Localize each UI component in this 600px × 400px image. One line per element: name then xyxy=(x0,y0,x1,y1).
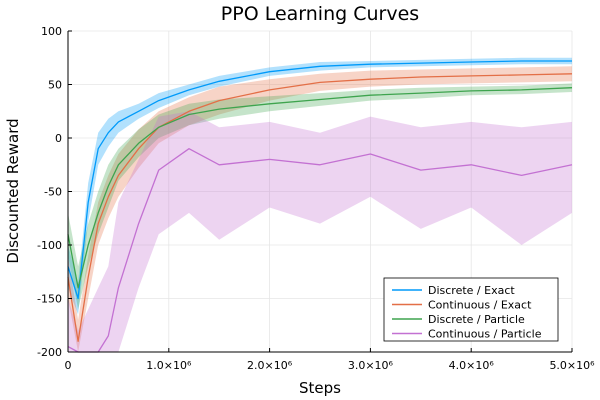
legend-label: Discrete / Exact xyxy=(428,284,515,297)
x-tick-label: 2.0×10⁶ xyxy=(247,359,293,372)
legend-label: Continuous / Particle xyxy=(428,328,542,341)
x-tick-label: 4.0×10⁶ xyxy=(449,359,495,372)
series-line xyxy=(67,87,573,289)
y-tick-label: 50 xyxy=(48,79,62,92)
series-line xyxy=(67,73,573,342)
y-axis-title: Discounted Reward xyxy=(4,118,22,263)
y-tick-label: -200 xyxy=(37,346,62,359)
axes xyxy=(67,30,573,353)
series-line xyxy=(67,60,572,300)
legend: Discrete / Exact Continuous / ExactDiscre… xyxy=(383,277,559,342)
legend-box xyxy=(383,277,559,342)
y-tick-label: -100 xyxy=(37,239,62,252)
legend-label: Continuous / Exact xyxy=(428,299,532,312)
y-tick-label: -50 xyxy=(44,186,62,199)
x-axis-title: Steps xyxy=(299,379,341,397)
x-tick-label: 1.0×10⁶ xyxy=(146,359,192,372)
x-tick-label: 5.0×10⁶ xyxy=(549,359,595,372)
chart-title: PPO Learning Curves xyxy=(221,3,419,25)
series-band xyxy=(68,111,572,352)
grid xyxy=(67,30,573,353)
legend-label: Discrete / Particle xyxy=(428,313,525,326)
y-tick-label: 100 xyxy=(41,25,62,38)
y-tick-label: 0 xyxy=(55,132,62,145)
x-tick-label: 3.0×10⁶ xyxy=(348,359,394,372)
y-tick-label: -150 xyxy=(37,293,62,306)
x-tick-label: 0 xyxy=(65,359,72,372)
tick-labels: 0 1.0×10⁶ 2.0×10⁶ 3.0×10⁶ 4.0×10⁶ 5.0×10⁶ -200… xyxy=(37,25,595,372)
confidence-bands xyxy=(68,57,572,353)
